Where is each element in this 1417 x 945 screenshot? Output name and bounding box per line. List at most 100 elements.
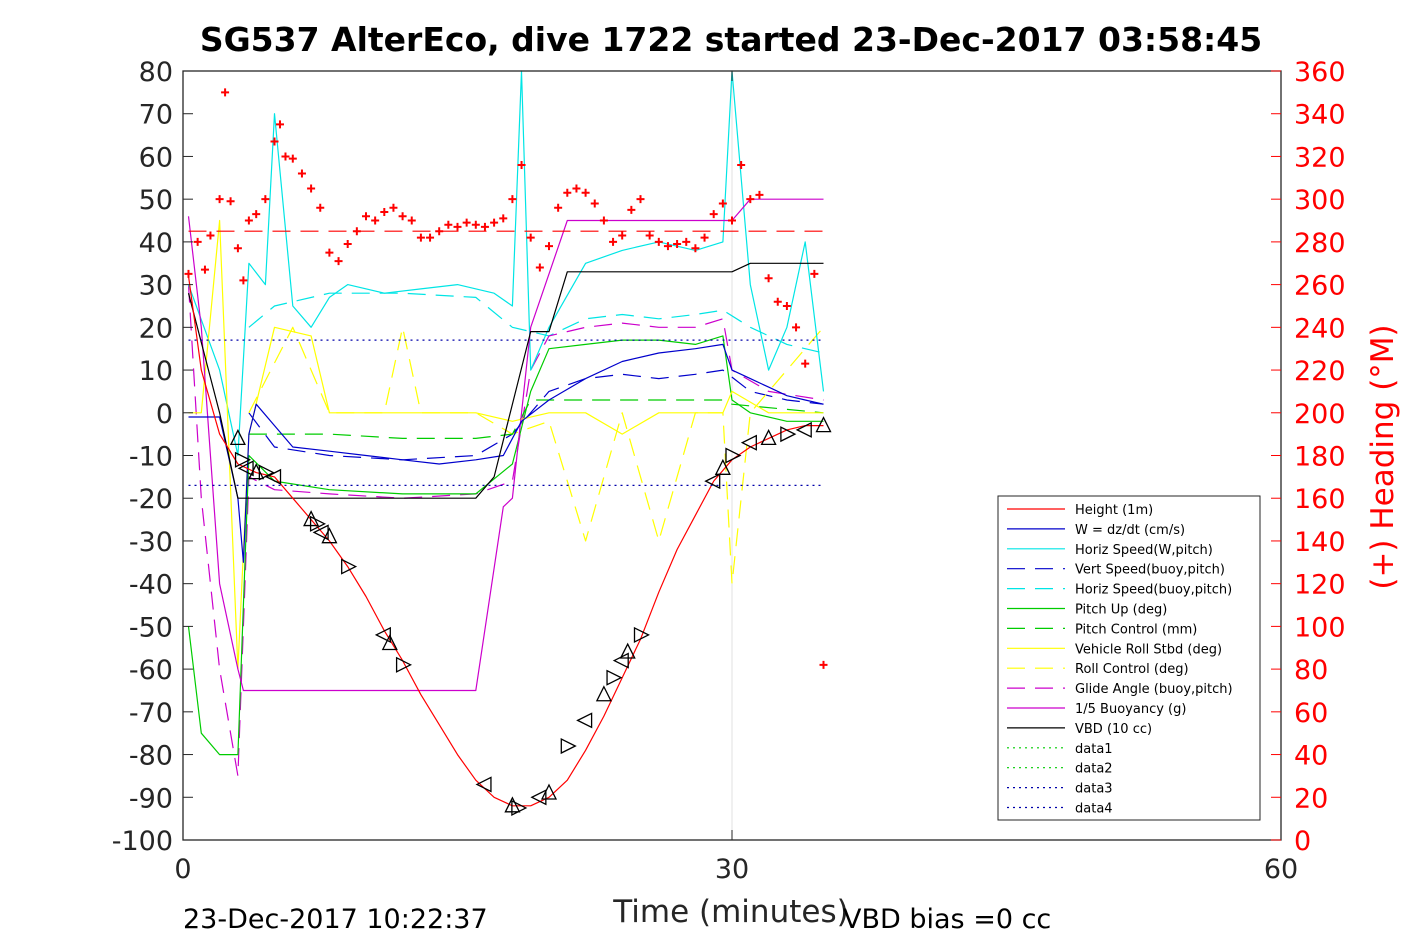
heading-point — [239, 276, 248, 285]
heading-point — [398, 212, 407, 221]
heading-point — [244, 216, 253, 225]
depth-marker — [780, 426, 797, 443]
heading-point — [261, 195, 270, 204]
right-tick-label: 80 — [1294, 655, 1328, 686]
y-tick-label: 10 — [139, 356, 173, 387]
series-line-w-dz-dt-cm-s- — [188, 343, 824, 563]
heading-layer — [184, 88, 828, 669]
heading-point — [453, 222, 462, 231]
heading-point — [307, 184, 316, 193]
y-tick-label: 80 — [139, 57, 173, 88]
series-line-vert-speed-buoy-pitch- — [248, 369, 824, 461]
legend-label: VBD (10 cc) — [1075, 722, 1152, 737]
heading-point — [407, 216, 416, 225]
timestamp-footer: 23-Dec-2017 10:22:37 — [183, 904, 488, 935]
heading-point — [371, 216, 380, 225]
y-tick-label: -70 — [129, 698, 173, 729]
right-tick-label: 240 — [1294, 313, 1346, 344]
heading-point — [517, 160, 526, 169]
heading-point — [700, 233, 709, 242]
right-tick-label: 280 — [1294, 228, 1346, 259]
series-line-horiz-speed-w-pitch- — [187, 70, 825, 457]
heading-point — [416, 233, 425, 242]
series-line-horiz-speed-buoy-pitch- — [248, 292, 824, 354]
legend-label: Horiz Speed(buoy,pitch) — [1075, 583, 1232, 598]
legend-label: Pitch Control (mm) — [1075, 622, 1197, 637]
depth-marker — [395, 656, 413, 673]
right-tick-label: 100 — [1294, 612, 1346, 643]
legend-label: Roll Control (deg) — [1075, 662, 1189, 677]
heading-point — [810, 269, 819, 278]
y-tick-label: -30 — [129, 527, 173, 558]
depth-marker — [309, 515, 327, 532]
heading-point — [590, 199, 599, 208]
heading-point — [691, 244, 700, 253]
heading-point — [545, 242, 553, 251]
series-layer — [187, 70, 825, 807]
heading-point — [755, 190, 764, 199]
heading-point — [599, 216, 608, 225]
heading-point — [819, 660, 828, 669]
heading-point — [270, 137, 279, 146]
heading-point — [728, 216, 736, 225]
vbd-bias-footer: VBD bias =0 cc — [843, 904, 1051, 935]
y-tick-label: -20 — [129, 484, 173, 515]
heading-point — [334, 257, 343, 266]
heading-point — [343, 240, 352, 249]
y-tick-label: 40 — [139, 228, 173, 259]
legend-label: data1 — [1075, 742, 1113, 757]
legend: Height (1m) W = dz/dt (cm/s) Horiz Speed(W… — [997, 495, 1261, 821]
heading-point — [352, 227, 361, 236]
heading-point — [444, 220, 453, 229]
heading-point — [480, 222, 489, 231]
legend-label: data4 — [1075, 802, 1113, 817]
heading-point — [618, 231, 627, 240]
depth-marker — [341, 558, 358, 575]
right-tick-label: 320 — [1294, 142, 1346, 173]
depth-marker — [740, 434, 757, 451]
series-line-height-1m- — [187, 276, 824, 807]
y-tick-label: 60 — [139, 142, 173, 173]
heading-point — [206, 231, 215, 240]
heading-point — [281, 152, 290, 161]
right-tick-label: 300 — [1294, 185, 1346, 216]
right-tick-label: 220 — [1294, 356, 1346, 387]
depth-marker — [619, 642, 636, 659]
axis-ticks: 0 30 6080706050403020100-10-20-30-40-50-60… — [112, 57, 1346, 885]
y-tick-label: 30 — [139, 271, 173, 302]
series-line-glide-angle-buoy-pitch- — [187, 284, 824, 777]
depth-marker — [475, 776, 492, 793]
legend-label: Horiz Speed(W,pitch) — [1075, 543, 1213, 558]
depth-marker — [234, 451, 252, 468]
depth-marker — [381, 634, 398, 651]
heading-point — [252, 210, 261, 219]
y-tick-label: -50 — [129, 612, 173, 643]
depth-marker — [237, 460, 254, 477]
legend-label: Vert Speed(buoy,pitch) — [1075, 563, 1225, 578]
heading-point — [563, 188, 572, 197]
y-tick-label: -40 — [129, 570, 173, 601]
right-tick-label: 200 — [1294, 399, 1346, 430]
legend-label: data3 — [1075, 782, 1113, 797]
legend-label: Vehicle Roll Stbd (deg) — [1075, 642, 1222, 657]
right-tick-label: 160 — [1294, 484, 1346, 515]
legend-label: data2 — [1075, 762, 1113, 777]
heading-point — [426, 233, 435, 242]
heading-point — [316, 203, 325, 212]
depth-marker — [374, 626, 391, 643]
right-tick-label: 20 — [1294, 783, 1328, 814]
x-axis-label: Time (minutes) — [612, 894, 848, 930]
heading-point — [221, 88, 230, 97]
heading-point — [490, 218, 499, 227]
heading-point — [526, 233, 535, 242]
x-tick-label: 60 — [1264, 854, 1298, 885]
right-axis-label: (+) Heading (°M) — [1365, 324, 1401, 589]
heading-point — [389, 203, 398, 212]
depth-marker — [815, 416, 832, 433]
heading-point — [673, 240, 682, 249]
depth-marker — [633, 626, 650, 643]
y-tick-label: -90 — [129, 783, 173, 814]
heading-point — [682, 237, 691, 246]
depth-marker — [725, 447, 742, 464]
